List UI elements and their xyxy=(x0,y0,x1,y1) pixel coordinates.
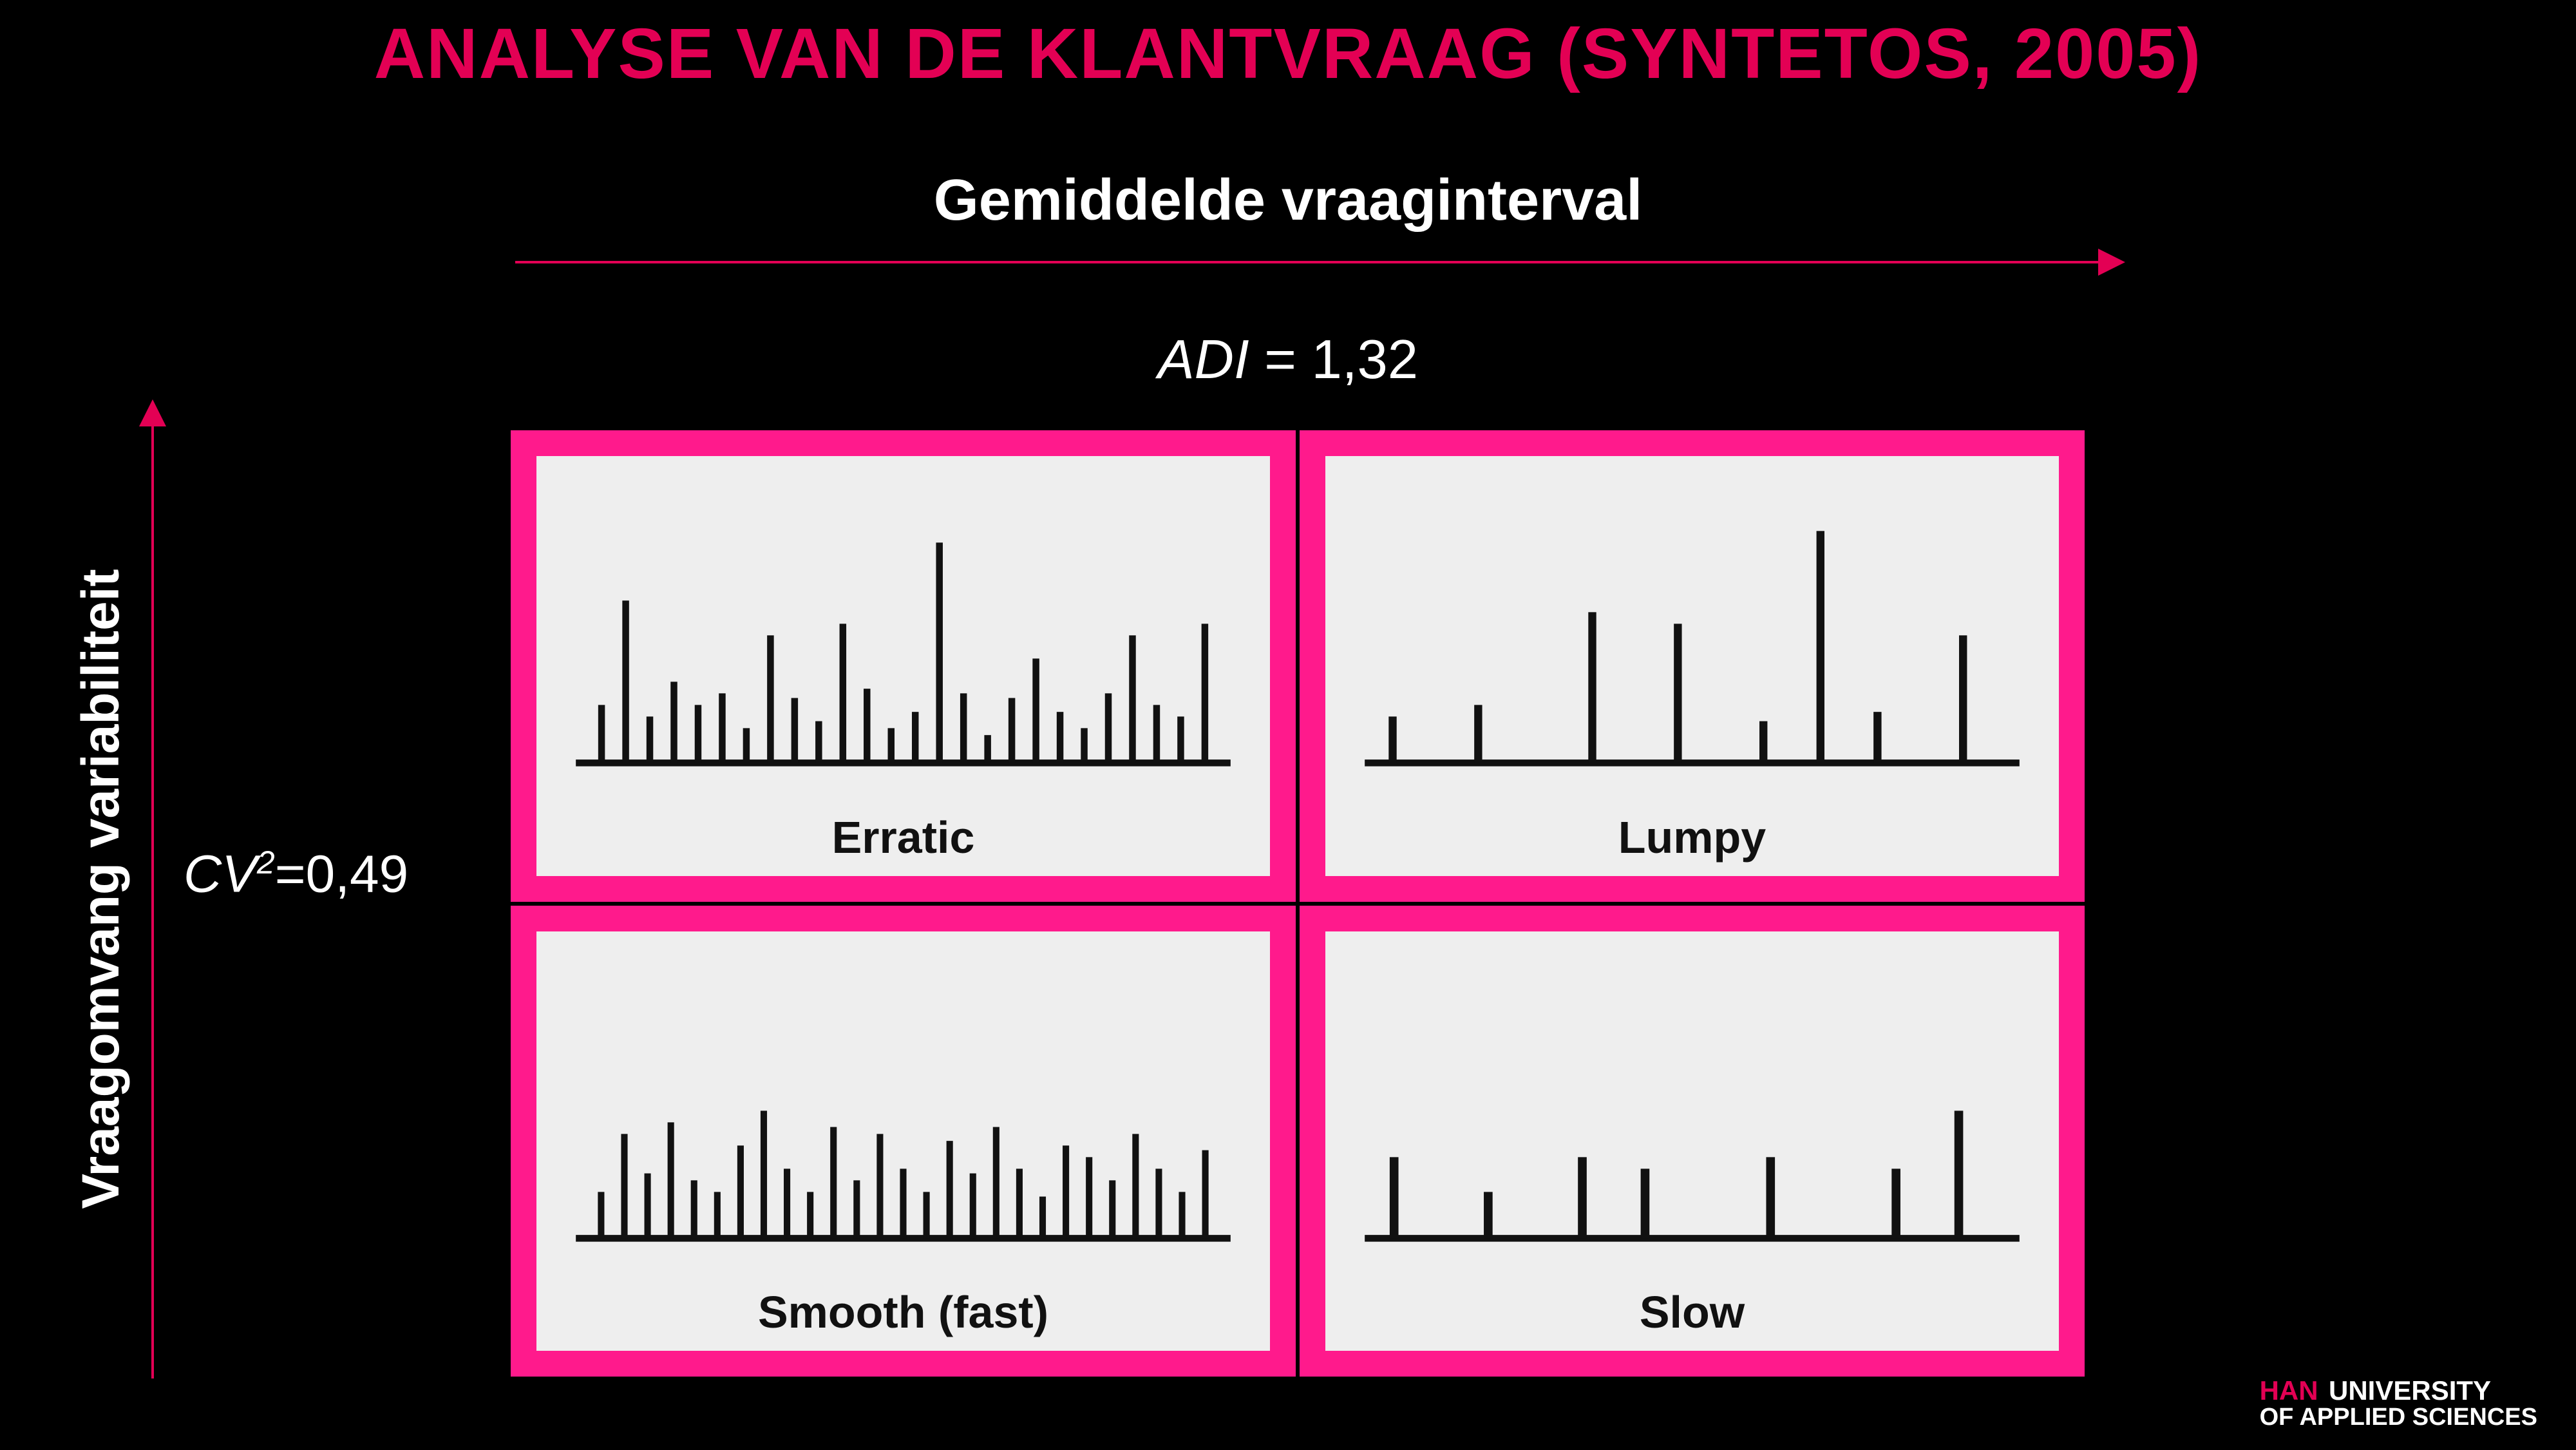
slide-title: ANALYSE VAN DE KLANTVRAAG (SYNTETOS, 200… xyxy=(0,13,2576,95)
footer-line1: UNIVERSITY xyxy=(2329,1375,2491,1406)
cell-lumpy: Lumpy xyxy=(1298,428,2087,904)
cell-slow: Slow xyxy=(1298,904,2087,1379)
label-slow: Slow xyxy=(1640,1286,1745,1338)
arrow-right-icon xyxy=(2098,249,2125,276)
panel-smooth: Smooth (fast) xyxy=(536,931,1270,1351)
cv-threshold-label: CV2=0,49 xyxy=(184,844,408,904)
x-axis-label: Gemiddelde vraaginterval xyxy=(515,167,2061,234)
panel-erratic: Erratic xyxy=(536,456,1270,876)
arrow-up-icon xyxy=(139,399,166,426)
label-lumpy: Lumpy xyxy=(1618,812,1766,863)
cell-erratic: Erratic xyxy=(509,428,1298,904)
panel-slow: Slow xyxy=(1325,931,2059,1351)
grid-row-top: Erratic Lumpy xyxy=(509,428,2087,904)
grid-row-bottom: Smooth (fast) Slow xyxy=(509,904,2087,1379)
sparkline-smooth xyxy=(562,951,1244,1281)
label-erratic: Erratic xyxy=(832,812,975,863)
adi-threshold-label: ADI = 1,32 xyxy=(515,329,2061,392)
x-axis-line xyxy=(515,261,2099,263)
sparkline-lumpy xyxy=(1351,475,2033,805)
footer-line2: OF APPLIED SCIENCES xyxy=(2260,1405,2537,1431)
panel-lumpy: Lumpy xyxy=(1325,456,2059,876)
footer-han: HAN xyxy=(2260,1375,2318,1406)
slide: ANALYSE VAN DE KLANTVRAAG (SYNTETOS, 200… xyxy=(0,0,2576,1450)
x-axis-arrow xyxy=(515,258,2125,267)
y-axis-line xyxy=(151,425,154,1378)
label-smooth: Smooth (fast) xyxy=(758,1286,1048,1338)
y-axis-label: Vraagomvang variabiliteit xyxy=(71,249,131,890)
quadrant-grid: Erratic Lumpy Smooth (fast) Slo xyxy=(509,428,2087,1378)
sparkline-slow xyxy=(1351,951,2033,1281)
footer-branding: HAN UNIVERSITY OF APPLIED SCIENCES xyxy=(2260,1377,2537,1431)
cell-smooth: Smooth (fast) xyxy=(509,904,1298,1379)
sparkline-erratic xyxy=(562,475,1244,805)
y-axis-arrow xyxy=(148,399,157,1378)
